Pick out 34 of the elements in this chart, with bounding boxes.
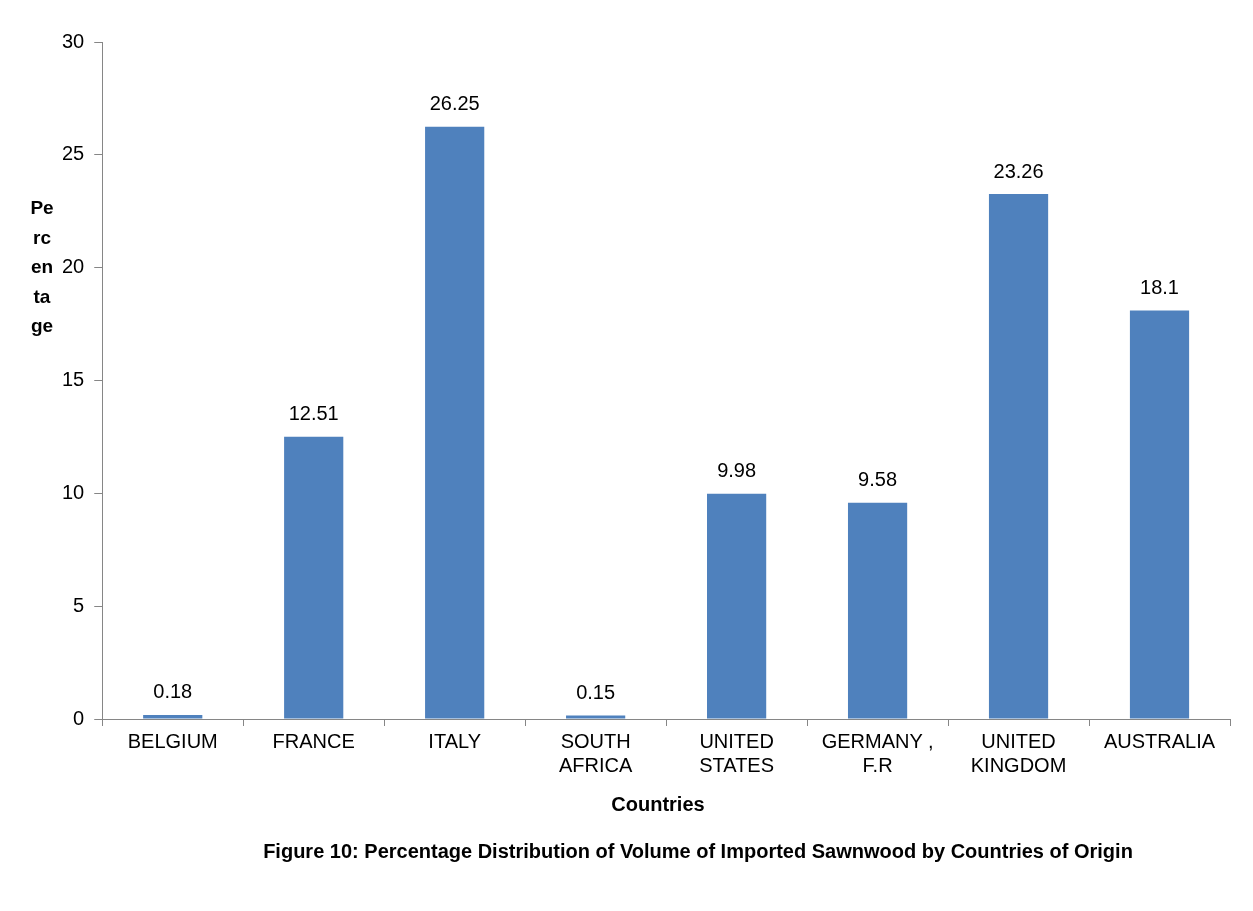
bar — [847, 502, 908, 719]
data-label: 0.18 — [153, 680, 193, 703]
bar — [566, 715, 626, 719]
x-axis-title: Countries — [610, 793, 706, 816]
bar — [988, 194, 1049, 719]
y-tick-label: 0 — [73, 706, 85, 729]
x-tick-label: SOUTH AFRICA — [558, 729, 633, 776]
data-label: 12.51 — [288, 402, 339, 425]
bar — [284, 436, 344, 719]
y-tick-label: 20 — [62, 255, 85, 278]
x-tick-label: UNITED STATES — [699, 729, 775, 776]
bar — [707, 493, 767, 719]
data-label: 23.26 — [993, 159, 1044, 182]
y-tick-label: 15 — [62, 368, 85, 391]
data-label: 26.25 — [429, 92, 480, 115]
data-label: 0.15 — [576, 681, 616, 704]
x-tick-label: AUSTRALIA — [1103, 729, 1216, 752]
data-label: 9.58 — [858, 468, 898, 491]
data-label: 18.1 — [1140, 276, 1179, 299]
x-tick-label: ITALY — [428, 729, 481, 752]
text: Figure 10: Percentage Distribution of Volume of Imported Sawnwood by Countries of Origin — [262, 839, 1134, 864]
y-tick-label: 10 — [62, 480, 85, 503]
bar — [1129, 310, 1190, 719]
x-tick-label: FRANCE — [272, 729, 355, 752]
x-tick-label: BELGIUM — [127, 729, 218, 752]
x-tick-label: UNITED KINGDOM — [970, 729, 1067, 776]
bar — [425, 126, 485, 719]
y-axis-title: Percentage — [30, 196, 54, 338]
y-tick-label: 5 — [73, 593, 85, 616]
x-tick-label: GERMANY , F.R — [821, 729, 934, 776]
y-tick-label: 30 — [62, 29, 85, 52]
data-label: 9.98 — [717, 459, 757, 482]
bar — [143, 714, 203, 719]
y-tick-label: 25 — [62, 142, 85, 165]
